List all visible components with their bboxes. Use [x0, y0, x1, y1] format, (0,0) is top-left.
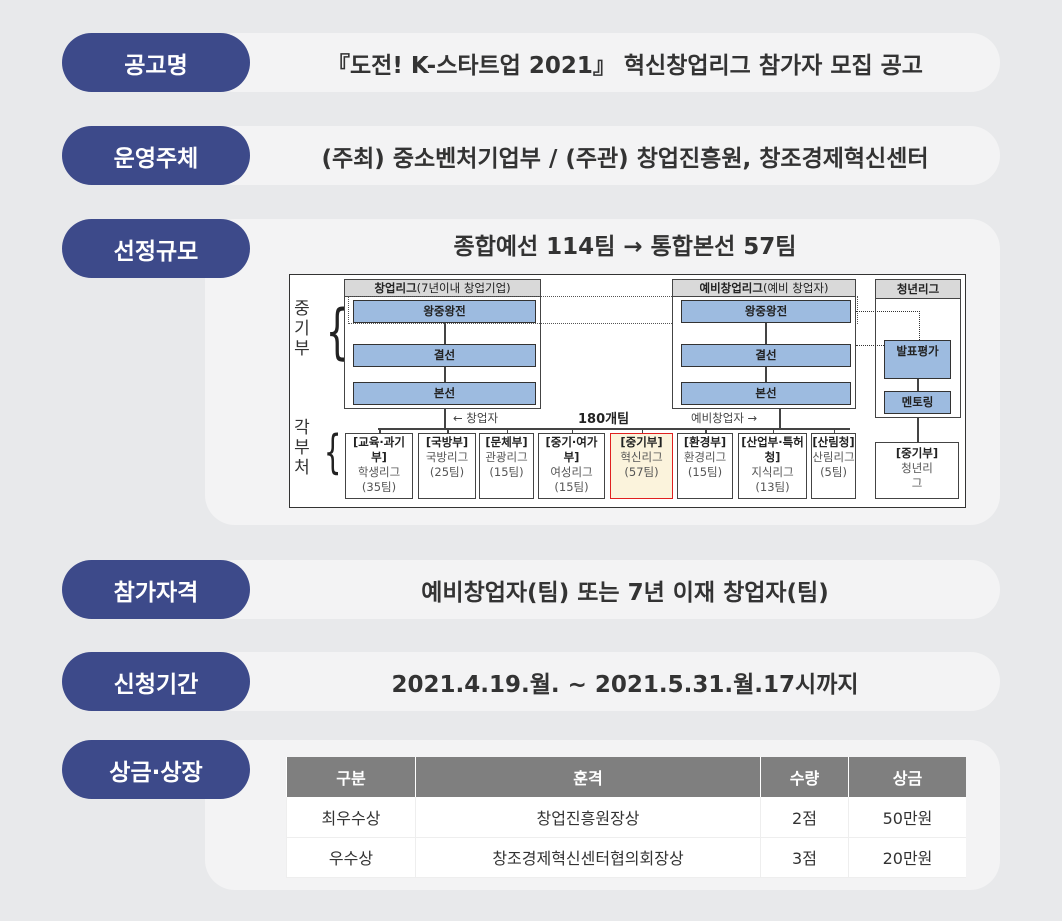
ministry-count: (15팀) — [687, 465, 723, 479]
side-label-top: 중기부 — [294, 299, 310, 359]
col-header: 훈격 — [415, 757, 761, 797]
ministry-count: (13팀) — [755, 480, 790, 494]
value-title: 『도전! K-스타트업 2021』 혁신창업리그 참가자 모집 공고 — [327, 52, 923, 79]
dotted-link — [348, 296, 858, 324]
arrow-pre-startup-label: 예비창업자 → — [691, 411, 758, 425]
label-scale: 선정규모 — [62, 219, 250, 278]
cell: 20만원 — [848, 837, 966, 878]
row-card-title — [205, 33, 1000, 92]
cell: 우수상 — [286, 837, 416, 878]
ministry-box: [중기부] 혁신리그 (57팀) — [610, 433, 673, 499]
ministry-dept: [문체부] — [485, 435, 528, 449]
label-awards: 상금·상장 — [62, 740, 250, 799]
ministry-box: [산림청] 산림리그 (5팀) — [811, 433, 856, 499]
row-card-organizer — [205, 126, 1000, 185]
cell: 최우수상 — [286, 797, 416, 838]
col-header: 수량 — [760, 757, 849, 797]
table-row: 우수상 창조경제혁신센터협의회장상 3점 20만원 — [286, 837, 966, 878]
ministry-league: 산림리그 — [812, 450, 855, 464]
cell: 50만원 — [848, 797, 966, 838]
ministry-league: 관광리그 — [485, 450, 528, 464]
row-card-period — [205, 652, 1000, 711]
table-row: 최우수상 창업진흥원장상 2점 50만원 — [286, 797, 966, 838]
ministry-league: 지식리그 — [751, 465, 794, 479]
label-period: 신청기간 — [62, 652, 250, 711]
row-card-eligibility — [205, 560, 1000, 619]
stage-final: 결선 — [681, 344, 851, 367]
ministry-dept: [중기부] — [620, 435, 663, 449]
ministry-league: 혁신리그 — [620, 450, 663, 464]
stage-final-all: 왕중왕전 — [353, 300, 536, 323]
ministry-dept: [산업부·특허청] — [741, 435, 804, 464]
arrow-startup-label: ← 창업자 — [453, 411, 499, 425]
ministry-box: [문체부] 관광리그 (15팀) — [479, 433, 534, 499]
ministry-count: (25팀) — [429, 465, 465, 479]
label-eligibility: 참가자격 — [62, 560, 250, 619]
ministry-count: (15팀) — [489, 465, 524, 479]
cell: 창조경제혁신센터협의회장상 — [415, 837, 761, 878]
value-period: 2021.4.19.월. ~ 2021.5.31.월.17시까지 — [391, 671, 859, 698]
ministry-count: (35팀) — [361, 480, 397, 494]
awards-table: 구분 훈격 수량 상금 최우수상 창업진흥원장상 2점 50만원 우수상 창조경제혁신센… — [286, 757, 966, 878]
stage-mentoring: 멘토링 — [884, 391, 951, 414]
ministry-count: (5팀) — [820, 465, 847, 479]
cell: 2점 — [760, 797, 849, 838]
stage-main: 본선 — [353, 382, 536, 405]
stage-final-all: 왕중왕전 — [681, 300, 851, 323]
dotted-arrow — [856, 311, 920, 340]
youth-box: [중기부] 청년리그 — [875, 442, 959, 499]
ministry-league: 여성리그 — [550, 465, 593, 479]
total-teams-label: 180개팀 — [578, 412, 630, 427]
stage-final: 결선 — [353, 344, 536, 367]
ministry-dept: [환경부] — [683, 435, 727, 449]
col-header: 상금 — [848, 757, 966, 797]
cell: 창업진흥원장상 — [415, 797, 761, 838]
value-eligibility: 예비창업자(팀) 또는 7년 이재 창업자(팀) — [421, 579, 829, 606]
ministry-box: [교육·과기부] 학생리그 (35팀) — [345, 433, 413, 499]
ministry-dept: [국방부] — [425, 435, 469, 449]
brace-icon: { — [325, 297, 349, 367]
ministry-league: 학생리그 — [357, 465, 401, 479]
league-structure-diagram: 중기부 { 각부처 { 창업리그(7년이내 창업기업) 왕중왕전 결선 본선 예… — [289, 274, 966, 508]
ministry-dept: [교육·과기부] — [353, 435, 405, 464]
label-title: 공고명 — [62, 33, 250, 92]
ministry-count: (15팀) — [554, 480, 589, 494]
value-scale: 종합예선 114팀 → 통합본선 57팀 — [453, 233, 797, 260]
ministry-league: 국방리그 — [425, 450, 469, 464]
ministry-box: [산업부·특허청] 지식리그 (13팀) — [738, 433, 807, 499]
dotted-arrow — [856, 345, 884, 346]
value-organizer: (주최) 중소벤처기업부 / (주관) 창업진흥원, 창조경제혁신센터 — [321, 145, 929, 172]
ministry-box: [중기·여가부] 여성리그 (15팀) — [538, 433, 605, 499]
col-header: 구분 — [286, 757, 416, 797]
label-organizer: 운영주체 — [62, 126, 250, 185]
cell: 3점 — [760, 837, 849, 878]
side-label-bottom: 각부처 — [294, 418, 310, 478]
ministry-dept: [중기·여가부] — [545, 435, 598, 464]
ministry-dept: [산림청] — [812, 435, 855, 449]
ministry-box: [국방부] 국방리그 (25팀) — [418, 433, 476, 499]
ministry-league: 환경리그 — [683, 450, 727, 464]
brace-icon: { — [323, 425, 342, 479]
ministry-box: [환경부] 환경리그 (15팀) — [677, 433, 733, 499]
stage-presentation: 발표평가 — [884, 340, 951, 379]
stage-main: 본선 — [681, 382, 851, 405]
ministry-count: (57팀) — [624, 465, 659, 479]
